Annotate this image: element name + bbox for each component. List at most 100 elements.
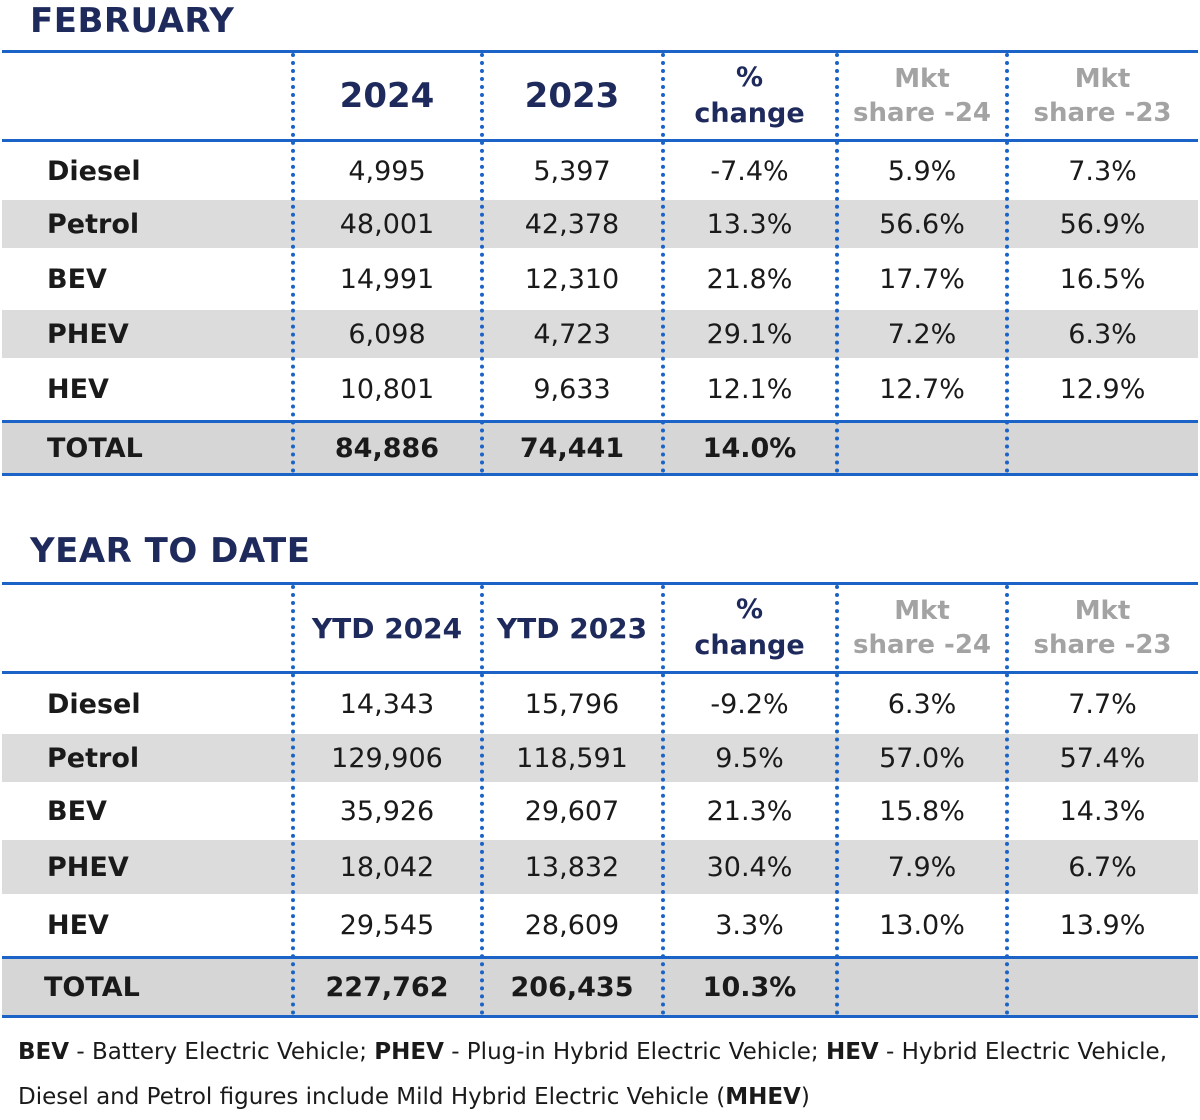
cell-share-23: 56.9% [1059, 208, 1146, 240]
cell-share-23: 12.9% [1059, 373, 1146, 405]
cell-share-23: 14.3% [1059, 795, 1146, 827]
february-table: 2024 2023 % change Mkt share -24 Mkt share … [2, 50, 1198, 476]
cell-change: 21.3% [706, 795, 793, 827]
column-divider [661, 585, 665, 1015]
mhev-abbr: MHEV [725, 1084, 801, 1110]
column-divider [291, 53, 295, 473]
february-title: FEBRUARY [30, 1, 235, 41]
header-2023: 2023 [524, 76, 620, 116]
cell-2023: 9,633 [533, 373, 611, 405]
cell-2024: 6,098 [348, 318, 426, 350]
cell-share-24: 7.2% [887, 318, 957, 350]
cell-share-24: 13.0% [879, 909, 965, 941]
cell-2024: 4,995 [348, 155, 426, 187]
column-divider [480, 585, 484, 1015]
total-row: TOTAL 84,886 74,441 14.0% [2, 420, 1198, 473]
total-2024: 227,762 [325, 971, 449, 1003]
footnote-line-1: BEV - Battery Electric Vehicle; PHEV - P… [18, 1039, 1168, 1065]
cell-2023: 118,591 [516, 742, 628, 774]
cell-2023: 4,723 [533, 318, 611, 350]
total-2023: 206,435 [510, 971, 634, 1003]
row-label: BEV [47, 795, 107, 827]
cell-2024: 29,545 [339, 909, 435, 941]
total-change: 14.0% [702, 432, 797, 464]
cell-2024: 48,001 [339, 208, 435, 240]
footnote-line-2: Diesel and Petrol figures include Mild H… [18, 1084, 810, 1110]
cell-2023: 5,397 [533, 155, 611, 187]
table-row: BEV 14,991 12,310 21.8% 17.7% 16.5% [2, 248, 1198, 310]
cell-2023: 42,378 [524, 208, 620, 240]
cell-share-24: 7.9% [887, 851, 957, 883]
footnote: BEV - Battery Electric Vehicle; PHEV - P… [18, 1030, 1188, 1120]
column-divider [661, 53, 665, 473]
cell-change: 30.4% [706, 851, 793, 883]
header-2024: 2024 [339, 76, 435, 116]
total-2024: 84,886 [334, 432, 440, 464]
cell-2023: 29,607 [524, 795, 620, 827]
cell-share-23: 7.3% [1068, 155, 1137, 187]
cell-share-23: 6.3% [1068, 318, 1137, 350]
cell-share-24: 57.0% [879, 742, 965, 774]
hev-abbr: HEV [825, 1039, 879, 1065]
phev-abbr: PHEV [374, 1039, 444, 1065]
table-row: Petrol 48,001 42,378 13.3% 56.6% 56.9% [2, 200, 1198, 248]
total-row: TOTAL 227,762 206,435 10.3% [2, 956, 1198, 1015]
column-divider [1005, 53, 1009, 473]
table-header: 2024 2023 % change Mkt share -24 Mkt share … [2, 53, 1198, 142]
header-mkt-share-24: Mkt share -24 [852, 64, 991, 128]
row-label: Diesel [47, 155, 141, 187]
total-label: TOTAL [47, 432, 143, 464]
cell-2024: 18,042 [339, 851, 435, 883]
row-label: PHEV [47, 851, 129, 883]
cell-2023: 12,310 [524, 263, 620, 295]
table-row: HEV 29,545 28,609 3.3% 13.0% 13.9% [2, 894, 1198, 956]
cell-2023: 13,832 [524, 851, 620, 883]
cell-2024: 129,906 [331, 742, 443, 774]
cell-share-24: 17.7% [879, 263, 965, 295]
header-pct-change: % change [694, 62, 805, 129]
cell-share-24: 15.8% [879, 795, 965, 827]
column-divider [480, 53, 484, 473]
cell-2024: 35,926 [339, 795, 435, 827]
table-header: YTD 2024 YTD 2023 % change Mkt share -24 M… [2, 585, 1198, 674]
ytd-title: YEAR TO DATE [30, 531, 311, 571]
table-row: PHEV 18,042 13,832 30.4% 7.9% 6.7% [2, 840, 1198, 894]
cell-share-24: 6.3% [887, 688, 957, 720]
column-divider [835, 53, 839, 473]
cell-share-24: 5.9% [887, 155, 957, 187]
cell-change: 21.8% [706, 263, 793, 295]
row-label: Petrol [47, 208, 140, 240]
total-label: TOTAL [44, 971, 140, 1003]
cell-share-23: 6.7% [1068, 851, 1137, 883]
table-row: HEV 10,801 9,633 12.1% 12.7% 12.9% [2, 358, 1198, 420]
header-mkt-share-23: Mkt share -23 [1033, 64, 1172, 128]
ytd-table: YTD 2024 YTD 2023 % change Mkt share -24 M… [2, 582, 1198, 1018]
cell-change: 3.3% [715, 909, 784, 941]
cell-change: 9.5% [715, 742, 784, 774]
cell-change: 29.1% [706, 318, 793, 350]
total-change: 10.3% [702, 971, 797, 1003]
table-row: Petrol 129,906 118,591 9.5% 57.0% 57.4% [2, 734, 1198, 782]
header-ytd-2023: YTD 2023 [496, 611, 648, 645]
cell-2024: 14,991 [339, 263, 435, 295]
cell-share-23: 16.5% [1059, 263, 1146, 295]
header-mkt-share-23: Mkt share -23 [1033, 596, 1172, 660]
cell-change: -7.4% [710, 155, 789, 187]
cell-share-23: 57.4% [1059, 742, 1146, 774]
table-row: PHEV 6,098 4,723 29.1% 7.2% 6.3% [2, 310, 1198, 358]
header-ytd-2024: YTD 2024 [311, 611, 463, 645]
table-row: Diesel 14,343 15,796 -9.2% 6.3% 7.7% [2, 674, 1198, 734]
table-row: BEV 35,926 29,607 21.3% 15.8% 14.3% [2, 782, 1198, 840]
header-pct-change: % change [694, 594, 805, 661]
cell-2024: 10,801 [339, 373, 435, 405]
cell-change: -9.2% [710, 688, 789, 720]
cell-2023: 28,609 [524, 909, 620, 941]
column-divider [835, 585, 839, 1015]
row-label: Diesel [47, 688, 141, 720]
cell-2023: 15,796 [524, 688, 620, 720]
cell-share-24: 56.6% [879, 208, 965, 240]
cell-share-23: 13.9% [1059, 909, 1146, 941]
cell-share-23: 7.7% [1068, 688, 1137, 720]
cell-share-24: 12.7% [879, 373, 965, 405]
bev-abbr: BEV [18, 1039, 70, 1065]
